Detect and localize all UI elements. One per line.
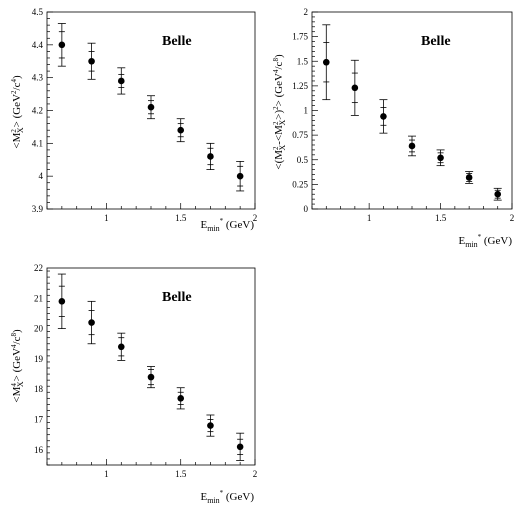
data-point [117,343,125,351]
y-tick-label: 20 [34,324,44,334]
data-point [494,190,502,198]
x-tick-label: 1 [104,213,109,223]
y-tick-label: 16 [34,445,44,455]
y-tick-label: 2 [304,7,309,17]
data-point [58,41,66,49]
y-tick-label: 19 [34,354,44,364]
data-point [147,103,155,111]
y-tick-label: 0.75 [292,130,308,140]
y-tick-label: 4.3 [32,73,44,83]
data-point [147,373,155,381]
y-tick-label: 4.2 [32,106,43,116]
y-tick-label: 4.5 [32,7,44,17]
panel-mean-mx2: Belle <M2X> (GeV2/c4) Emin* (GeV) 1 1.5 2 3… [10,7,257,233]
x-tick-label: 1 [104,469,109,479]
data-point [236,172,244,180]
x-tick-label: 2 [253,213,258,223]
data-point [177,395,185,402]
y-tick-label: 17 [34,415,44,425]
plot-frame [311,11,513,210]
data-point [408,142,416,150]
y-tick-label: 1 [304,106,309,116]
data-point [88,319,95,326]
x-tick-label: 1.5 [175,213,187,223]
data-point [58,298,66,305]
data-point [207,153,214,160]
y-tick-label: 0 [304,204,309,214]
data-point [117,77,125,85]
panel-mean-mx4: Belle <M4X> (GeV4/c8) Emin* (GeV) 1 1.5 21… [10,263,257,505]
y-tick-label: 22 [34,263,43,273]
x-tick-label: 2 [510,213,514,223]
data-point [465,174,473,181]
data-point [88,57,95,65]
y-tick-label: 21 [34,293,43,303]
chart-title: Belle [162,34,192,49]
data-point [177,126,185,134]
y-tick-label: 0.5 [297,155,309,165]
x-axis-label: Emin* (GeV) [200,489,254,505]
y-axis-label: <M4X> (GeV4/c8) [10,329,25,403]
data-point [380,113,387,120]
x-tick-label: 1 [367,213,372,223]
y-axis-label: <(M2X-<M2X>)2> (GeV4/c8) [272,54,287,170]
y-tick-label: 4 [39,171,44,181]
chart-title: Belle [162,290,192,305]
data-point [207,422,214,429]
x-tick-label: 1.5 [435,213,447,223]
data-point [236,443,244,451]
y-tick-label: 1.25 [292,81,308,91]
y-tick-label: 3.9 [32,204,44,214]
x-axis-label: Emin* (GeV) [200,217,254,233]
y-tick-label: 1.75 [292,32,308,42]
data-point [437,154,444,162]
chart-title: Belle [421,34,451,49]
y-axis-label: <M2X> (GeV2/c4) [10,75,25,149]
x-axis-label: Emin* (GeV) [458,233,512,249]
y-tick-label: 4.1 [32,138,43,148]
x-tick-label: 2 [253,469,258,479]
data-point [351,84,359,92]
y-tick-label: 18 [34,384,44,394]
data-point [322,58,330,66]
y-tick-label: 4.4 [32,40,44,50]
y-tick-label: 0.25 [292,179,308,189]
x-tick-label: 1.5 [175,469,187,479]
y-tick-label: 1.5 [297,56,309,66]
panel-variance-mx2: Belle <(M2X-<M2X>)2> (GeV4/c8) Emin* (Ge… [272,7,514,249]
